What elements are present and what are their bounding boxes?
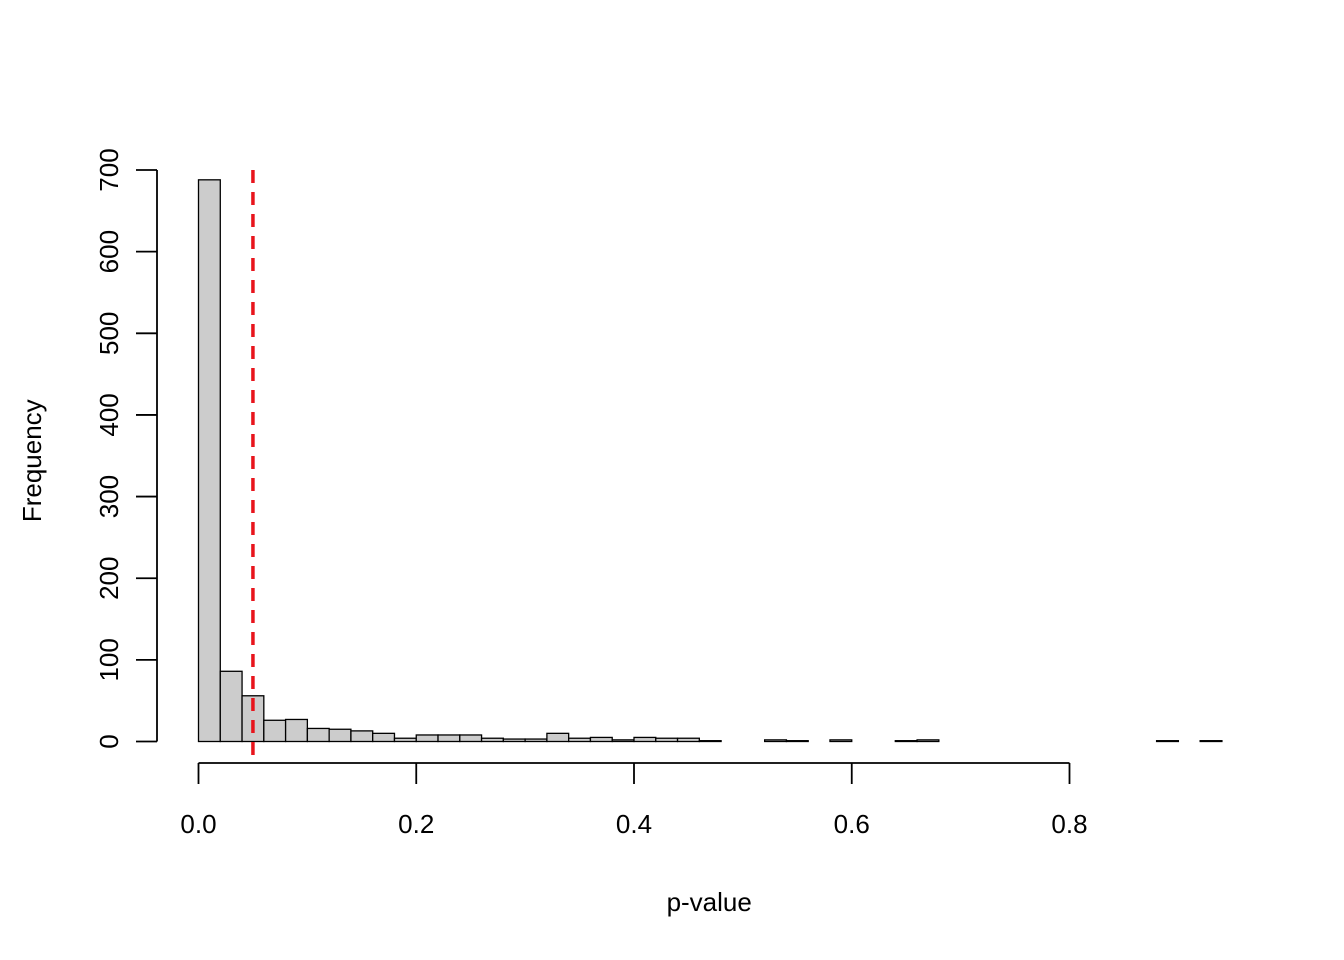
x-axis-label: p-value [667,887,752,917]
x-axis-tick-label: 0.6 [834,809,870,839]
y-axis: 0 100 200 300 400 500 600 700 [94,148,158,749]
histogram-bar [197,179,221,743]
histogram-bar [1155,740,1180,743]
histogram-bar [655,737,679,743]
histogram-bar [241,695,265,743]
histogram-bar [785,740,809,743]
histogram-bar [524,738,548,743]
x-axis-tick-label: 0.8 [1051,809,1087,839]
y-axis-tick-label: 600 [94,230,124,273]
histogram-bar [502,738,526,743]
histogram-bar [415,734,439,743]
x-axis-tick-label: 0.4 [616,809,652,839]
histogram-bar [263,719,287,743]
histogram-bar [568,737,592,743]
histogram-bar [698,740,722,743]
histogram-bar [546,732,570,743]
histogram-bar [306,727,330,743]
histogram-bar [219,670,243,743]
y-axis-tick-label: 100 [94,638,124,681]
histogram-bar [437,734,461,743]
histogram-bar [611,739,635,743]
histogram-bar [372,732,396,743]
y-axis-tick-label: 400 [94,393,124,436]
histogram-bar [894,740,918,743]
histogram-bar [589,736,613,743]
histogram-bar [459,734,483,743]
y-axis-label: Frequency [17,399,47,522]
histogram-bar [350,730,374,743]
bars-layer [197,179,1223,743]
histogram-bar [284,718,309,743]
histogram-bar [676,737,700,743]
histogram-bar [1199,740,1223,743]
y-axis-tick-label: 200 [94,557,124,600]
histogram-bar [393,737,417,743]
histogram-bar [480,737,505,743]
x-axis-tick-label: 0.0 [180,809,216,839]
x-axis: 0.0 0.2 0.4 0.6 0.8 [180,762,1088,839]
y-axis-tick-label: 0 [94,734,124,748]
histogram-bar [328,728,352,743]
y-axis-tick-label: 300 [94,475,124,518]
y-axis-tick-label: 500 [94,312,124,355]
histogram-bar [916,739,940,743]
histogram-bar [764,739,788,743]
histogram-bar [633,736,657,743]
histogram-bar [829,739,853,743]
x-axis-tick-label: 0.2 [398,809,434,839]
y-axis-tick-label: 700 [94,148,124,191]
